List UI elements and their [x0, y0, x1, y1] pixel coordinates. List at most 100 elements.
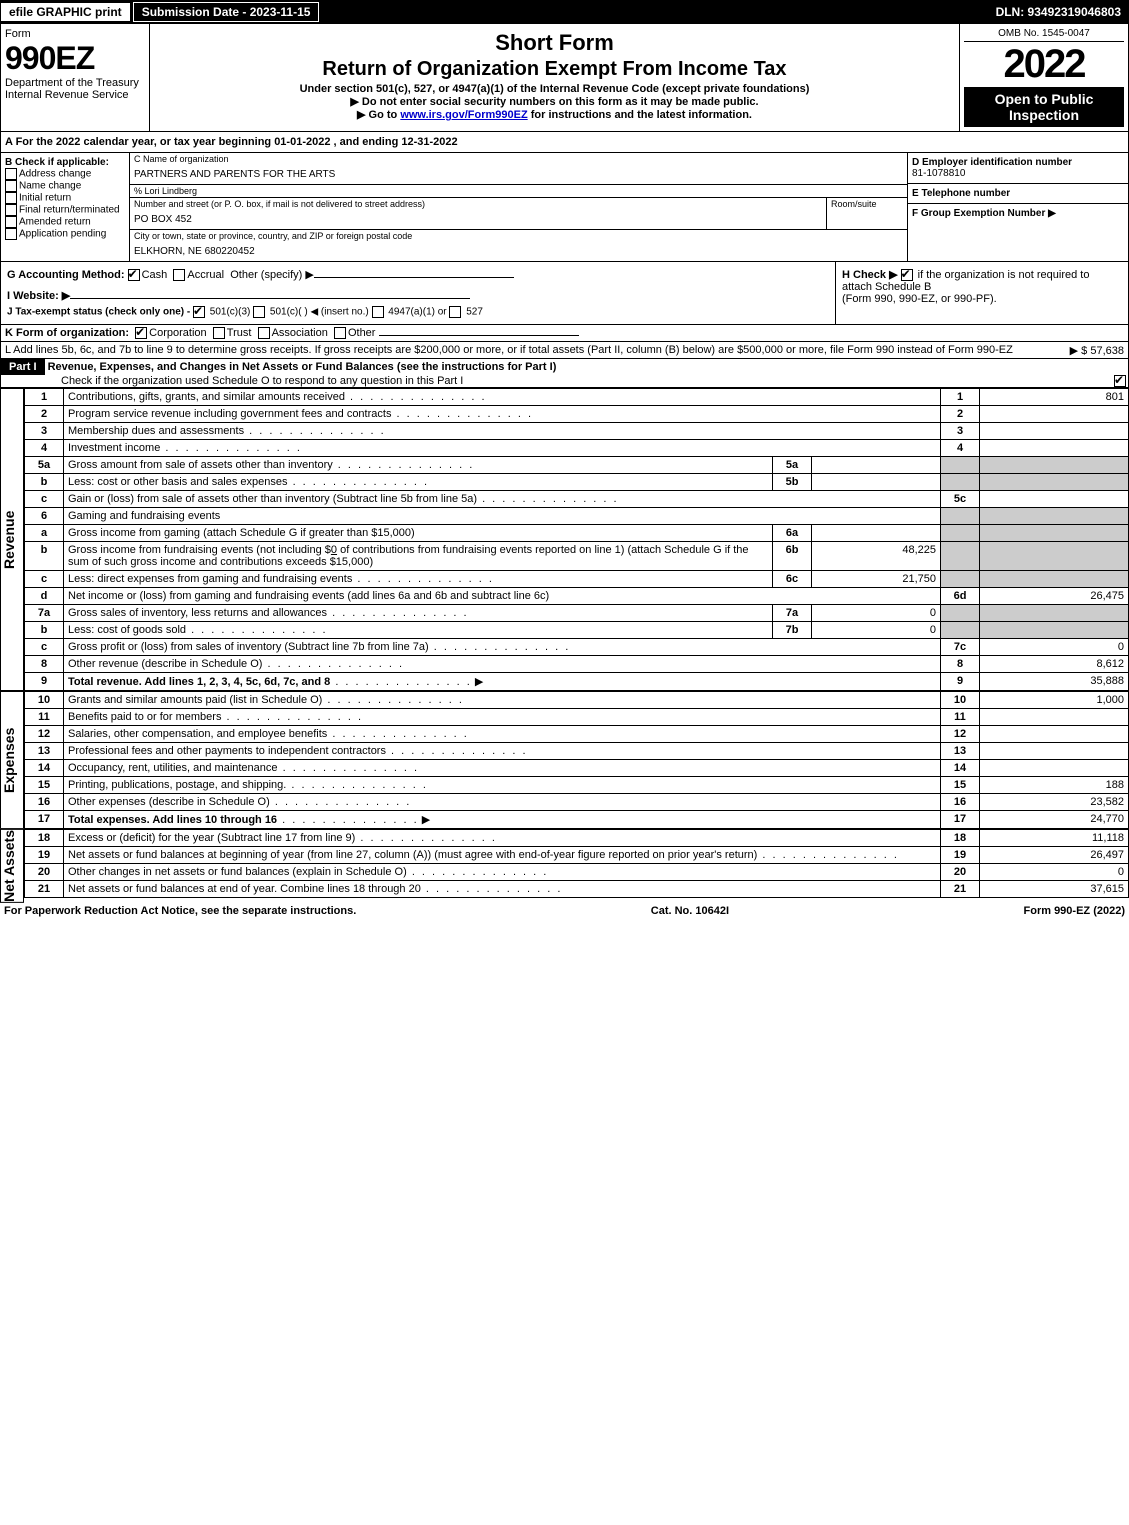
tax-year: 2022 — [964, 42, 1124, 87]
short-form-title: Short Form — [154, 30, 955, 56]
line-10: 10Grants and similar amounts paid (list … — [25, 692, 1129, 709]
chk-application-pending[interactable]: Application pending — [5, 228, 125, 240]
line-a: A For the 2022 calendar year, or tax yea… — [0, 132, 1129, 153]
care-of: % Lori Lindberg — [130, 185, 907, 198]
i-row: I Website: ▶ — [7, 289, 829, 302]
expenses-label: Expenses — [0, 691, 24, 829]
topbar-left: efile GRAPHIC print Submission Date - 20… — [0, 2, 319, 22]
chk-accrual[interactable] — [173, 269, 185, 281]
room-label: Room/suite — [827, 198, 907, 210]
gh-block: G Accounting Method: Cash Accrual Other … — [0, 262, 1129, 325]
form-word: Form — [5, 28, 145, 40]
part-i-header-row: Part I Revenue, Expenses, and Changes in… — [0, 359, 1129, 388]
chk-corp[interactable] — [135, 327, 147, 339]
d-label: D Employer identification number — [912, 157, 1124, 168]
l-row: L Add lines 5b, 6c, and 7b to line 9 to … — [0, 342, 1129, 359]
subtitle: Under section 501(c), 527, or 4947(a)(1)… — [154, 83, 955, 95]
chk-cash[interactable] — [128, 269, 140, 281]
h-block: H Check ▶ if the organization is not req… — [835, 262, 1128, 324]
revenue-section: Revenue 1Contributions, gifts, grants, a… — [0, 388, 1129, 691]
ein: 81-1078810 — [912, 168, 1124, 179]
part-i-label: Part I — [1, 359, 45, 375]
line-7a: 7aGross sales of inventory, less returns… — [25, 605, 1129, 622]
l-value: ▶ $ 57,638 — [1070, 344, 1124, 357]
irs-link[interactable]: www.irs.gov/Form990EZ — [400, 109, 527, 121]
line-18: 18Excess or (deficit) for the year (Subt… — [25, 830, 1129, 847]
city-label: City or town, state or province, country… — [130, 230, 907, 242]
city-value: ELKHORN, NE 680220452 — [130, 242, 907, 261]
line-3: 3Membership dues and assessments3 — [25, 423, 1129, 440]
g-row: G Accounting Method: Cash Accrual Other … — [7, 268, 829, 281]
line-21: 21Net assets or fund balances at end of … — [25, 881, 1129, 898]
chk-name-change[interactable]: Name change — [5, 180, 125, 192]
footer-mid: Cat. No. 10642I — [651, 905, 729, 917]
bcd-block: B Check if applicable: Address change Na… — [0, 153, 1129, 262]
line-12: 12Salaries, other compensation, and empl… — [25, 726, 1129, 743]
header-left: Form 990EZ Department of the Treasury In… — [1, 24, 150, 131]
expenses-table: 10Grants and similar amounts paid (list … — [24, 691, 1129, 829]
footer: For Paperwork Reduction Act Notice, see … — [0, 903, 1129, 919]
netassets-label: Net Assets — [0, 829, 24, 903]
chk-amended[interactable]: Amended return — [5, 216, 125, 228]
chk-part-i-schedule-o[interactable] — [1114, 375, 1126, 387]
chk-assoc[interactable] — [258, 327, 270, 339]
col-c: C Name of organization PARTNERS AND PARE… — [130, 153, 908, 261]
line-16: 16Other expenses (describe in Schedule O… — [25, 794, 1129, 811]
line-11: 11Benefits paid to or for members11 — [25, 709, 1129, 726]
submission-date: Submission Date - 2023-11-15 — [133, 2, 320, 22]
open-public-inspection: Open to Public Inspection — [964, 87, 1124, 127]
g-block: G Accounting Method: Cash Accrual Other … — [1, 262, 835, 324]
footer-right: Form 990-EZ (2022) — [1024, 905, 1126, 917]
top-bar: efile GRAPHIC print Submission Date - 20… — [0, 0, 1129, 24]
part-i-title: Revenue, Expenses, and Changes in Net As… — [48, 361, 557, 373]
note-ssn: ▶ Do not enter social security numbers o… — [154, 95, 955, 108]
line-6c: cLess: direct expenses from gaming and f… — [25, 571, 1129, 588]
line-6b: bGross income from fundraising events (n… — [25, 542, 1129, 571]
form-header: Form 990EZ Department of the Treasury In… — [0, 24, 1129, 132]
revenue-label: Revenue — [0, 388, 24, 691]
org-name: PARTNERS AND PARENTS FOR THE ARTS — [130, 165, 907, 185]
chk-address-change[interactable]: Address change — [5, 168, 125, 180]
header-right: OMB No. 1545-0047 2022 Open to Public In… — [959, 24, 1128, 131]
line-6a: aGross income from gaming (attach Schedu… — [25, 525, 1129, 542]
line-13: 13Professional fees and other payments t… — [25, 743, 1129, 760]
footer-left: For Paperwork Reduction Act Notice, see … — [4, 905, 356, 917]
c-label: C Name of organization — [130, 153, 907, 165]
line-7b: bLess: cost of goods sold7b0 — [25, 622, 1129, 639]
line-17: 17Total expenses. Add lines 10 through 1… — [25, 811, 1129, 829]
line-20: 20Other changes in net assets or fund ba… — [25, 864, 1129, 881]
chk-501c[interactable] — [253, 306, 265, 318]
chk-trust[interactable] — [213, 327, 225, 339]
col-d: D Employer identification number 81-1078… — [908, 153, 1128, 261]
line-5b: bLess: cost or other basis and sales exp… — [25, 474, 1129, 491]
line-19: 19Net assets or fund balances at beginni… — [25, 847, 1129, 864]
revenue-table: 1Contributions, gifts, grants, and simil… — [24, 388, 1129, 691]
f-label: F Group Exemption Number ▶ — [912, 208, 1124, 219]
dept-treasury: Department of the Treasury — [5, 77, 145, 89]
line-9: 9Total revenue. Add lines 1, 2, 3, 4, 5c… — [25, 673, 1129, 691]
line-6: 6Gaming and fundraising events — [25, 508, 1129, 525]
chk-h[interactable] — [901, 269, 913, 281]
irs-label: Internal Revenue Service — [5, 89, 145, 101]
chk-4947[interactable] — [372, 306, 384, 318]
line-4: 4Investment income4 — [25, 440, 1129, 457]
chk-final-return[interactable]: Final return/terminated — [5, 204, 125, 216]
e-label: E Telephone number — [912, 188, 1124, 199]
expenses-section: Expenses 10Grants and similar amounts pa… — [0, 691, 1129, 829]
line-7c: cGross profit or (loss) from sales of in… — [25, 639, 1129, 656]
street-value: PO BOX 452 — [130, 210, 826, 229]
chk-501c3[interactable] — [193, 306, 205, 318]
chk-other-org[interactable] — [334, 327, 346, 339]
netassets-table: 18Excess or (deficit) for the year (Subt… — [24, 829, 1129, 898]
col-b: B Check if applicable: Address change Na… — [1, 153, 130, 261]
chk-initial-return[interactable]: Initial return — [5, 192, 125, 204]
main-title: Return of Organization Exempt From Incom… — [154, 58, 955, 81]
note-link: ▶ Go to www.irs.gov/Form990EZ for instru… — [154, 108, 955, 121]
efile-print-button[interactable]: efile GRAPHIC print — [0, 2, 131, 22]
line-15: 15Printing, publications, postage, and s… — [25, 777, 1129, 794]
line-5c: cGain or (loss) from sale of assets othe… — [25, 491, 1129, 508]
chk-527[interactable] — [449, 306, 461, 318]
line-14: 14Occupancy, rent, utilities, and mainte… — [25, 760, 1129, 777]
line-5a: 5aGross amount from sale of assets other… — [25, 457, 1129, 474]
line-2: 2Program service revenue including gover… — [25, 406, 1129, 423]
